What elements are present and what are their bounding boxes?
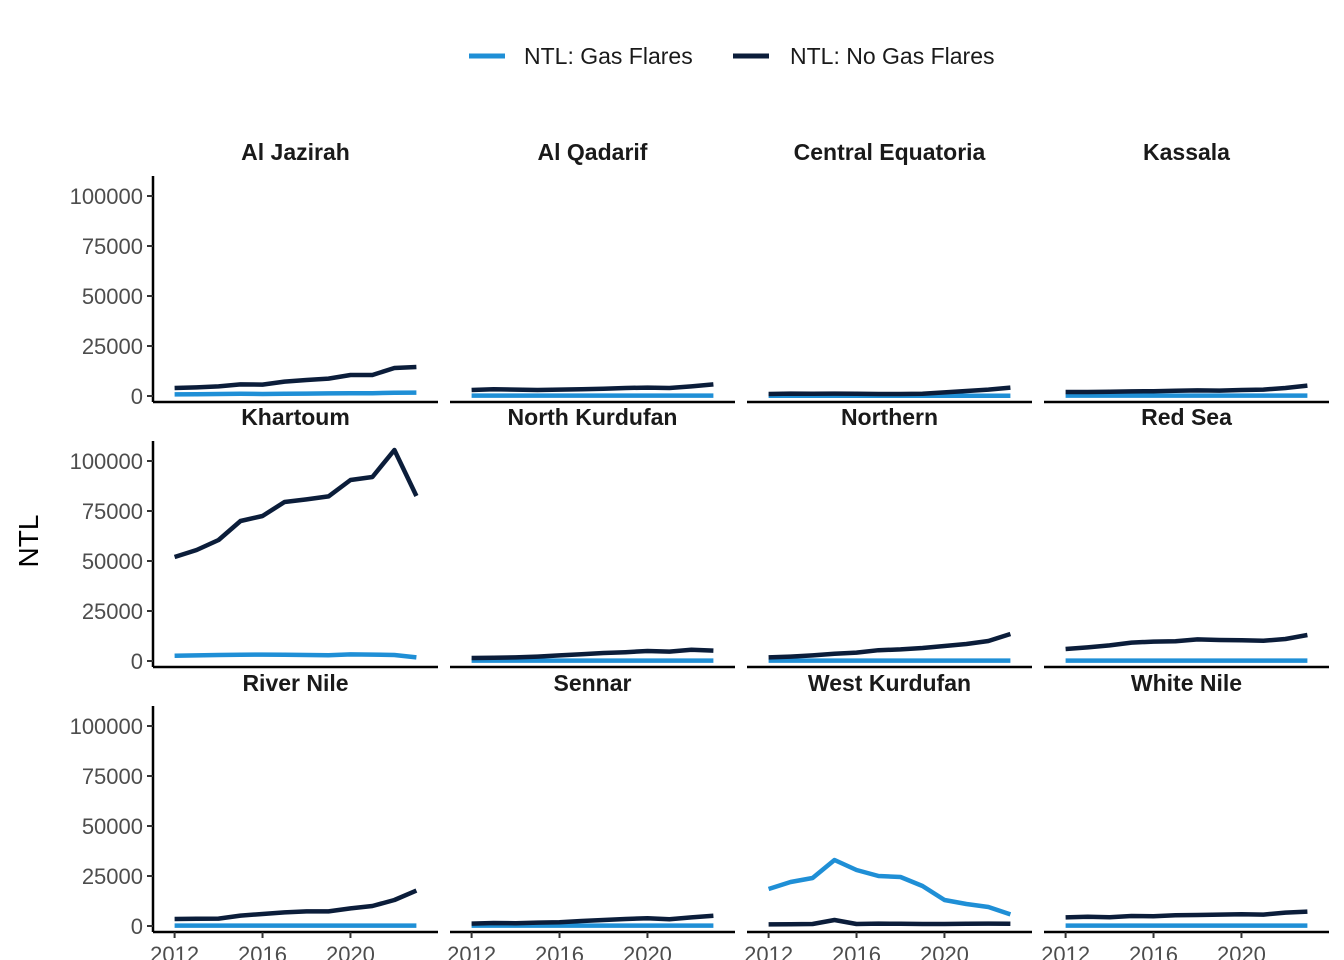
facet-panel: West Kurdufan 2012 2016 2020 [744,670,1032,960]
facet-panel: White Nile 2012 2016 2020 [1041,670,1329,960]
series-line-nogas [174,888,418,922]
y-axis-title-group: NTL [13,515,44,568]
x-tick-label: 2012 [1041,942,1090,960]
x-tick-label: 2012 [447,942,496,960]
series-line-nogas [768,917,1011,927]
y-tick-label: 50000 [82,814,143,839]
x-tick-label: 2020 [920,942,969,960]
y-tick-label: 25000 [82,334,143,359]
series-line-gas [174,652,417,660]
y-axis-title: NTL [13,515,44,568]
series-line-gas [174,390,417,397]
facet-title: Red Sea [1141,404,1232,430]
series-line-nogas [471,382,714,393]
series-line-nogas [768,385,1011,397]
series-line-nogas [471,913,714,926]
y-tick-label: 100000 [70,449,143,474]
series-line-nogas [768,631,1012,660]
x-tick-label: 2020 [623,942,672,960]
facet-panel: Northern [747,404,1032,669]
facet-title: West Kurdufan [808,670,971,696]
legend-label-nogas: NTL: No Gas Flares [790,43,995,69]
x-tick-label: 2012 [150,942,199,960]
facet-title: Kassala [1143,139,1230,165]
x-tick-label: 2020 [326,942,375,960]
y-tick-label: 25000 [82,864,143,889]
facet-panel: Al Qadarif [450,139,735,404]
legend-label-gas: NTL: Gas Flares [524,43,693,69]
series-line-nogas [173,447,419,560]
facet-panel: Al Jazirah 0 25000 50000 75000 100000 [70,139,438,409]
series-line-nogas [1065,909,1308,920]
y-tick-label: 0 [131,914,143,939]
chart-legend: NTL: Gas Flares NTL: No Gas Flares [469,43,995,69]
y-tick-label: 50000 [82,284,143,309]
y-tick-label: 25000 [82,599,143,624]
x-tick-label: 2016 [1129,942,1178,960]
facet-panel: Sennar 2012 2016 2020 [447,670,735,960]
series-line-nogas [1065,383,1308,395]
facet-panel: Central Equatoria [747,139,1032,404]
x-tick-label: 2016 [535,942,584,960]
facet-panel: North Kurdufan [450,404,735,669]
y-tick-label: 0 [131,384,143,409]
facet-title: Al Jazirah [241,139,350,165]
x-tick-label: 2016 [832,942,881,960]
facet-panel: Khartoum 0 25000 50000 75000 100000 [70,404,438,674]
facet-title: Northern [841,404,938,430]
facet-title: Khartoum [241,404,350,430]
series-line-nogas [471,647,714,661]
facet-title: River Nile [242,670,348,696]
series-line-gas [767,857,1012,917]
facet-title: Al Qadarif [538,139,648,165]
x-tick-label: 2016 [238,942,287,960]
series-line-nogas [1065,632,1308,652]
y-tick-label: 0 [131,649,143,674]
facet-panels: Al Jazirah 0 25000 50000 75000 100000 Al Qadar… [70,139,1329,960]
x-tick-label: 2020 [1217,942,1266,960]
facet-title: Central Equatoria [794,139,986,165]
facet-panel: Kassala [1044,139,1329,404]
facet-panel: River Nile 0 25000 50000 75000 100000 2012 2016… [70,670,438,960]
facet-title: Sennar [554,670,632,696]
facet-title: North Kurdufan [508,404,678,430]
y-tick-label: 50000 [82,549,143,574]
y-tick-label: 100000 [70,714,143,739]
y-tick-label: 75000 [82,499,143,524]
y-tick-label: 75000 [82,234,143,259]
series-line-nogas [174,364,417,391]
y-tick-label: 100000 [70,184,143,209]
x-tick-label: 2012 [744,942,793,960]
facet-title: White Nile [1131,670,1242,696]
y-tick-label: 75000 [82,764,143,789]
facet-panel: Red Sea [1044,404,1329,669]
